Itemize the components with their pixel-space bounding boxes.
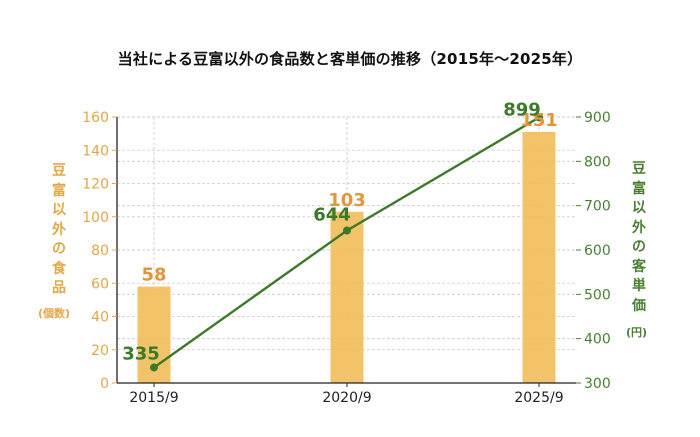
line-value-label: 644 [313,204,351,225]
right-axis-label-char: 単 [632,278,646,294]
left-tick-label: 160 [82,110,109,126]
left-axis-label: 豆富以外の食品 [47,162,71,299]
right-axis-label-char: 客 [632,258,646,275]
left-axis-label-char: 富 [52,182,66,199]
right-axis-label: 豆富以外の客単価 [627,160,651,316]
bar-value-label: 103 [328,190,366,211]
x-tick-label: 2020/9 [322,390,371,406]
right-axis-label-char: 価 [632,297,646,314]
right-axis-label-char: 外 [632,219,646,236]
left-tick-label: 20 [91,343,109,359]
right-axis-label-char: の [632,239,646,255]
left-tick-label: 120 [82,177,109,193]
right-axis-unit: (円) [626,326,648,339]
right-axis-label-char: 以 [632,200,646,216]
left-axis-label-char: 以 [52,202,66,218]
right-axis-label-char: 富 [632,180,646,197]
right-tick-label: 400 [584,332,611,348]
right-tick-label: 700 [584,199,611,215]
x-tick-label: 2025/9 [514,390,563,406]
right-tick-label: 600 [584,243,611,259]
left-axis-label-char: 外 [52,221,66,238]
right-tick-label: 500 [584,287,611,303]
left-tick-label: 40 [91,310,109,326]
left-tick-label: 60 [91,276,109,292]
bar [330,211,364,383]
left-axis-label-char: の [52,241,66,257]
bar-value-label: 151 [520,110,558,131]
price-marker [535,113,543,122]
line-value-label: 899 [503,99,541,120]
left-tick-label: 80 [91,243,109,259]
price-marker [150,363,158,372]
left-axis-label-char: 豆 [52,163,66,179]
line-value-label: 335 [122,343,160,364]
left-tick-label: 140 [82,143,109,159]
right-axis-label-char: 豆 [632,161,646,177]
right-tick-label: 300 [584,376,611,392]
left-tick-label: 100 [82,210,109,226]
left-axis-label-char: 食 [52,260,66,277]
bar [522,131,556,383]
left-tick-label: 0 [100,376,109,392]
bar-value-label: 58 [141,265,166,286]
chart-title: 当社による豆富以外の食品数と客単価の推移（2015年〜2025年） [117,50,583,68]
right-tick-label: 800 [584,154,611,170]
left-axis-label-char: 品 [52,280,66,296]
right-tick-label: 900 [584,110,611,126]
price-marker [343,226,351,235]
left-axis-unit: (個数) [38,307,71,320]
x-tick-label: 2015/9 [129,390,178,406]
